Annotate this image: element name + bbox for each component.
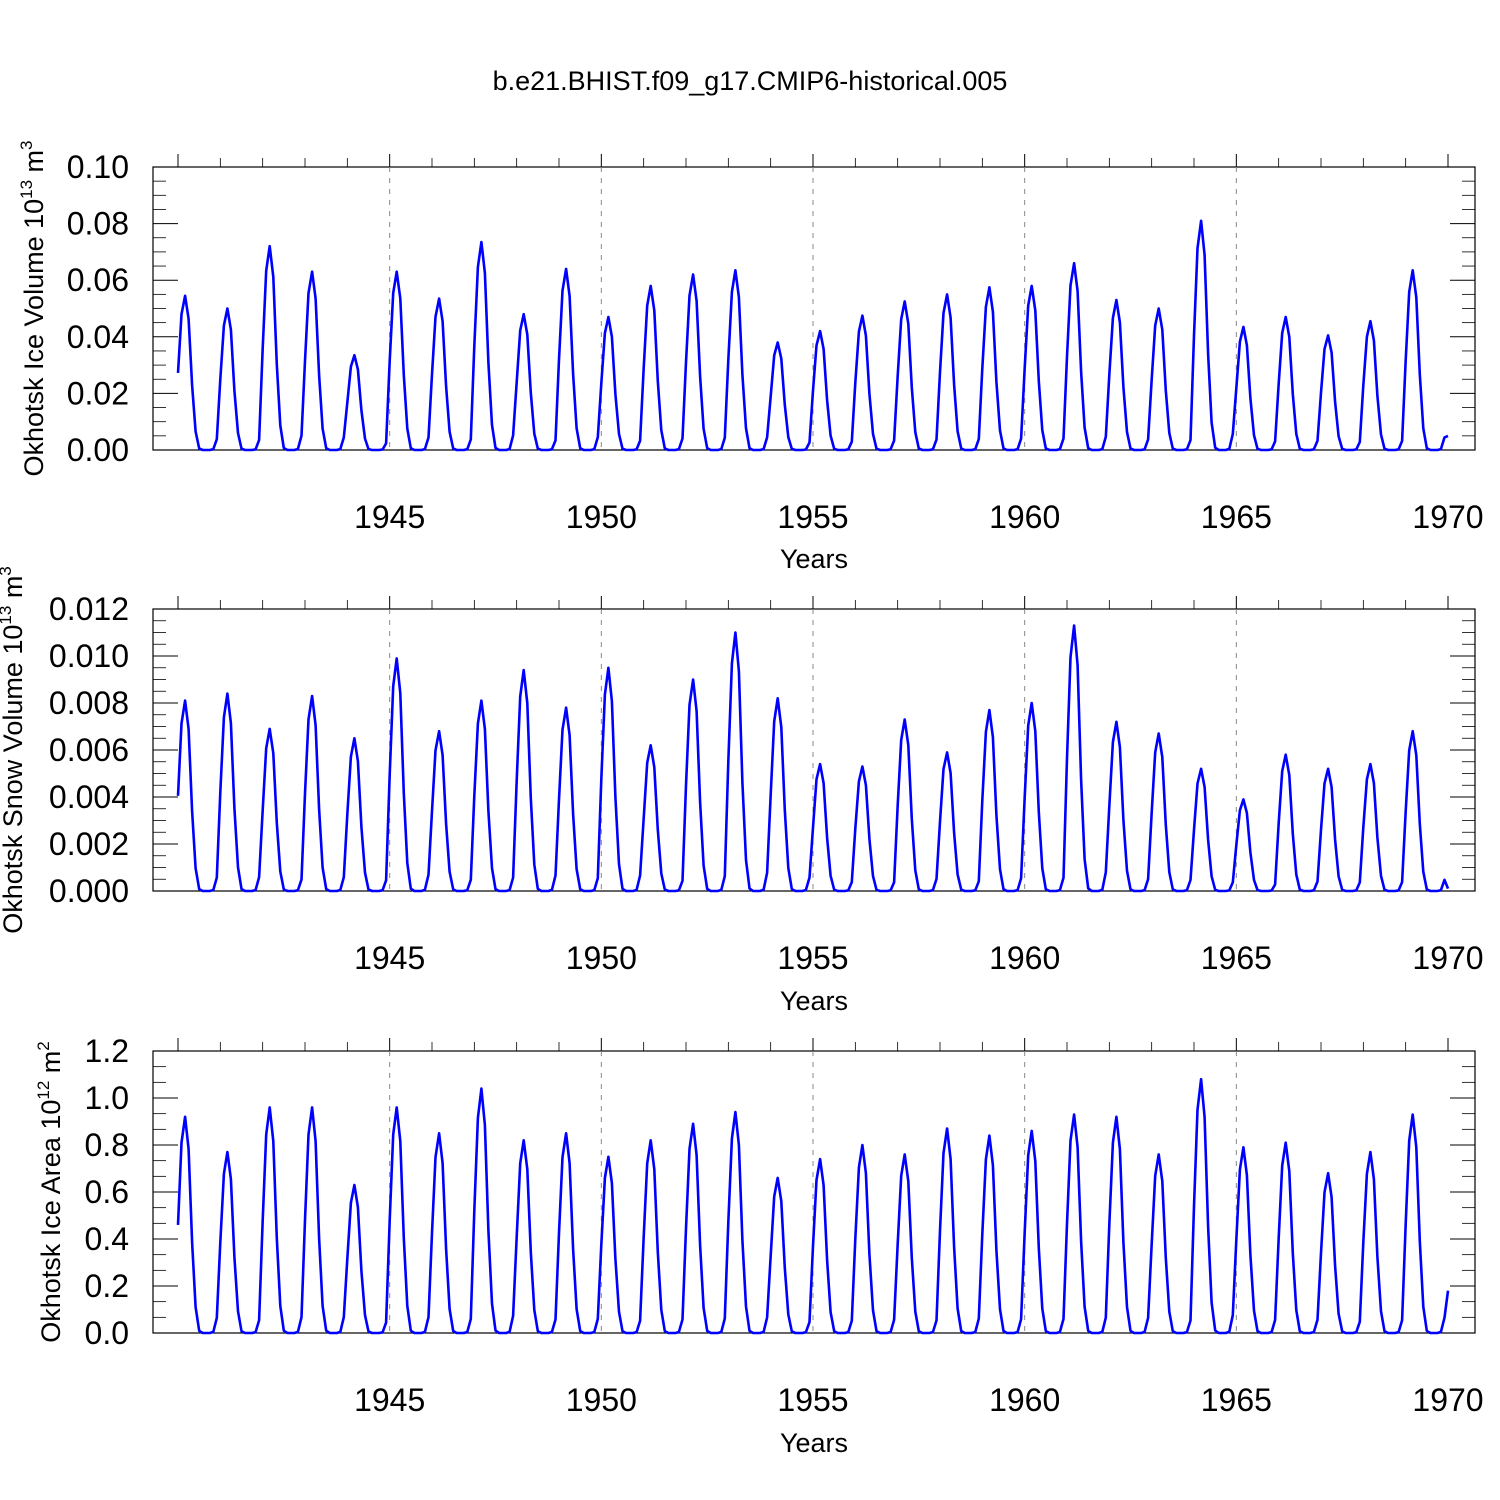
series-line-1 — [176, 624, 1450, 893]
y-tick-label: 1.0 — [85, 1080, 129, 1116]
x-tick-label: 1970 — [1412, 940, 1483, 976]
y-tick-label: 0.0 — [85, 1315, 129, 1351]
y-tick-label: 0.008 — [49, 685, 129, 721]
y-axis-label: Okhotsk Snow Volume 1013 m3 — [0, 566, 28, 934]
y-tick-label: 0.4 — [85, 1221, 129, 1257]
y-tick-label: 0.004 — [49, 779, 129, 815]
y-tick-label: 0.8 — [85, 1127, 129, 1163]
x-tick-label: 1950 — [566, 940, 637, 976]
y-tick-label: 0.2 — [85, 1268, 129, 1304]
y-axis-label: Okhotsk Ice Volume 1013 m3 — [17, 140, 49, 476]
panels: 0.00 0.02 0.04 0.06 0.08 0.10 1945 1950 1955 1960… — [0, 140, 1484, 1458]
x-tick-label: 1945 — [354, 940, 425, 976]
y-tick-label: 0.00 — [67, 432, 129, 468]
x-tick-label: 1950 — [566, 499, 637, 535]
x-tick-label: 1970 — [1412, 499, 1483, 535]
x-tick-label: 1970 — [1412, 1382, 1483, 1418]
panel-1: 0.00 0.02 0.04 0.06 0.08 0.10 1945 1950 1955 1960… — [17, 140, 1484, 574]
y-tick-label: 0.08 — [67, 206, 129, 242]
y-tick-label: 0.06 — [67, 262, 129, 298]
y-tick-label: 0.010 — [49, 638, 129, 674]
y-tick-label: 1.2 — [85, 1033, 129, 1069]
x-axis-label: Years — [780, 986, 848, 1016]
x-tick-label: 1965 — [1201, 1382, 1272, 1418]
x-tick-label: 1960 — [989, 1382, 1060, 1418]
y-tick-label: 0.006 — [49, 732, 129, 768]
y-tick-label: 0.02 — [67, 375, 129, 411]
y-axis-label: Okhotsk Ice Area 1012 m2 — [34, 1041, 66, 1343]
x-tick-label: 1960 — [989, 499, 1060, 535]
x-tick-label: 1955 — [777, 499, 848, 535]
series-line-1 — [176, 219, 1449, 452]
y-tick-label: 0.012 — [49, 591, 129, 627]
y-tick-label: 0.6 — [85, 1174, 129, 1210]
x-tick-label: 1960 — [989, 940, 1060, 976]
x-tick-label: 1945 — [354, 499, 425, 535]
x-tick-label: 1955 — [777, 940, 848, 976]
x-tick-label: 1945 — [354, 1382, 425, 1418]
y-tick-label: 0.10 — [67, 149, 129, 185]
x-tick-label: 1965 — [1201, 940, 1272, 976]
x-tick-label: 1950 — [566, 1382, 637, 1418]
x-tick-label: 1965 — [1201, 499, 1272, 535]
series-line-1 — [176, 1077, 1450, 1335]
panel-3: 0.0 0.2 0.4 0.6 0.8 1.0 1.2 1945 1950 1955 1960 196… — [34, 1033, 1484, 1458]
y-tick-label: 0.000 — [49, 873, 129, 909]
y-tick-label: 0.04 — [67, 319, 129, 355]
panel-2: 0.000 0.002 0.004 0.006 0.008 0.010 0.012 1945 1… — [0, 566, 1484, 1016]
figure-title: b.e21.BHIST.f09_g17.CMIP6-historical.005 — [493, 66, 1008, 96]
y-tick-label: 0.002 — [49, 826, 129, 862]
x-axis-label: Years — [780, 544, 848, 574]
x-axis-label: Years — [780, 1428, 848, 1458]
x-tick-label: 1955 — [777, 1382, 848, 1418]
